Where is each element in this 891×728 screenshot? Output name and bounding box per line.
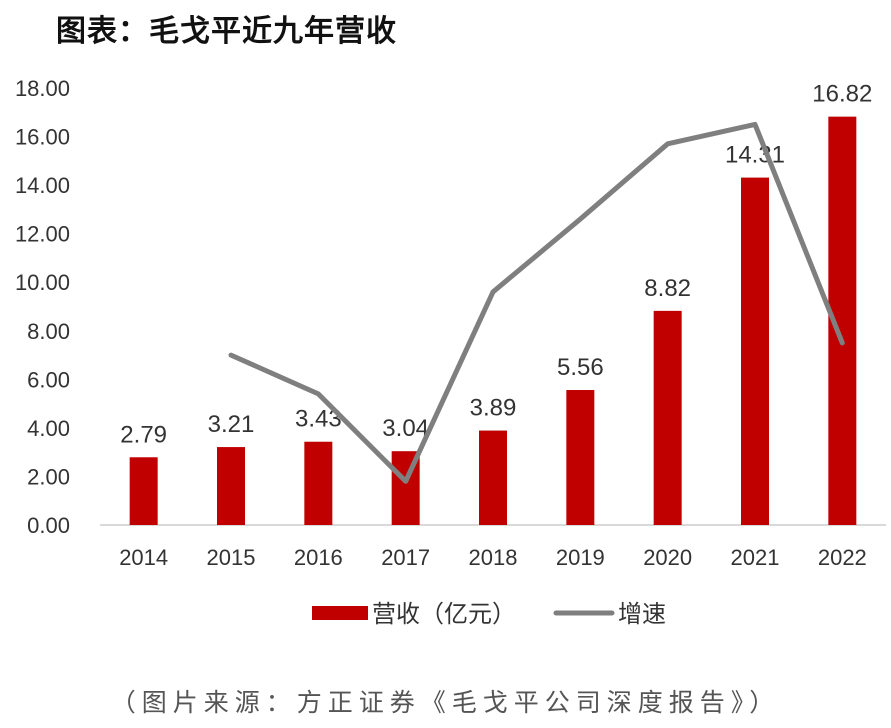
source-note: （图片来源：方正证券《毛戈平公司深度报告》） (110, 688, 781, 717)
legend-label-growth: 增速 (618, 600, 666, 628)
x-axis-ticks: 2014 2015 2016 2017 2018 2019 2020 2021 2022 (119, 545, 867, 570)
x-tick-label: 2021 (731, 545, 780, 570)
x-tick-label: 2017 (381, 545, 430, 570)
revenue-bar (741, 177, 769, 525)
x-tick-label: 2020 (643, 545, 692, 570)
revenue-bar (217, 447, 245, 525)
revenue-bar (304, 441, 333, 525)
y-tick-label: 14.00 (15, 173, 70, 198)
y-tick-label: 10.00 (15, 270, 70, 295)
y-tick-label: 18.00 (15, 76, 70, 101)
bar-data-label: 16.82 (812, 81, 872, 108)
bar-data-label: 5.56 (557, 354, 604, 381)
chart-title: 图表：毛戈平近九年营收 (56, 14, 397, 49)
x-tick-label: 2016 (294, 545, 343, 570)
x-tick-label: 2019 (556, 545, 605, 570)
y-tick-label: 0.00 (27, 513, 70, 538)
revenue-bar (129, 457, 158, 525)
x-tick-label: 2015 (207, 545, 256, 570)
x-tick-label: 2014 (119, 545, 168, 570)
y-tick-label: 4.00 (27, 416, 70, 441)
y-tick-label: 6.00 (27, 367, 70, 392)
growth-line (228, 121, 845, 484)
y-axis-ticks: 0.00 2.00 4.00 6.00 8.00 10.00 12.00 14.00 16.00… (15, 76, 70, 538)
bar-data-label: 8.82 (644, 275, 691, 302)
revenue-bar (566, 390, 595, 525)
y-tick-label: 16.00 (15, 125, 70, 150)
y-tick-label: 8.00 (27, 319, 70, 344)
bar-data-label: 3.89 (470, 395, 517, 422)
bar-data-label: 2.79 (120, 421, 167, 448)
revenue-chart: 0.00 2.00 4.00 6.00 8.00 10.00 12.00 14.00 16.00… (15, 76, 886, 628)
legend-label-revenue: 营收（亿元） (372, 600, 516, 628)
revenue-bar (479, 430, 507, 525)
revenue-bar (653, 310, 682, 525)
x-tick-label: 2022 (818, 545, 867, 570)
bar-data-label: 3.04 (382, 415, 429, 442)
bar-data-label: 3.21 (208, 411, 255, 438)
y-tick-label: 2.00 (27, 464, 70, 489)
x-tick-label: 2018 (469, 545, 518, 570)
bar-series (129, 116, 857, 526)
y-tick-label: 12.00 (15, 222, 70, 247)
legend: 营收（亿元） 增速 (312, 600, 666, 628)
legend-bar-swatch (312, 606, 368, 620)
bar-data-label: 14.31 (725, 142, 785, 169)
